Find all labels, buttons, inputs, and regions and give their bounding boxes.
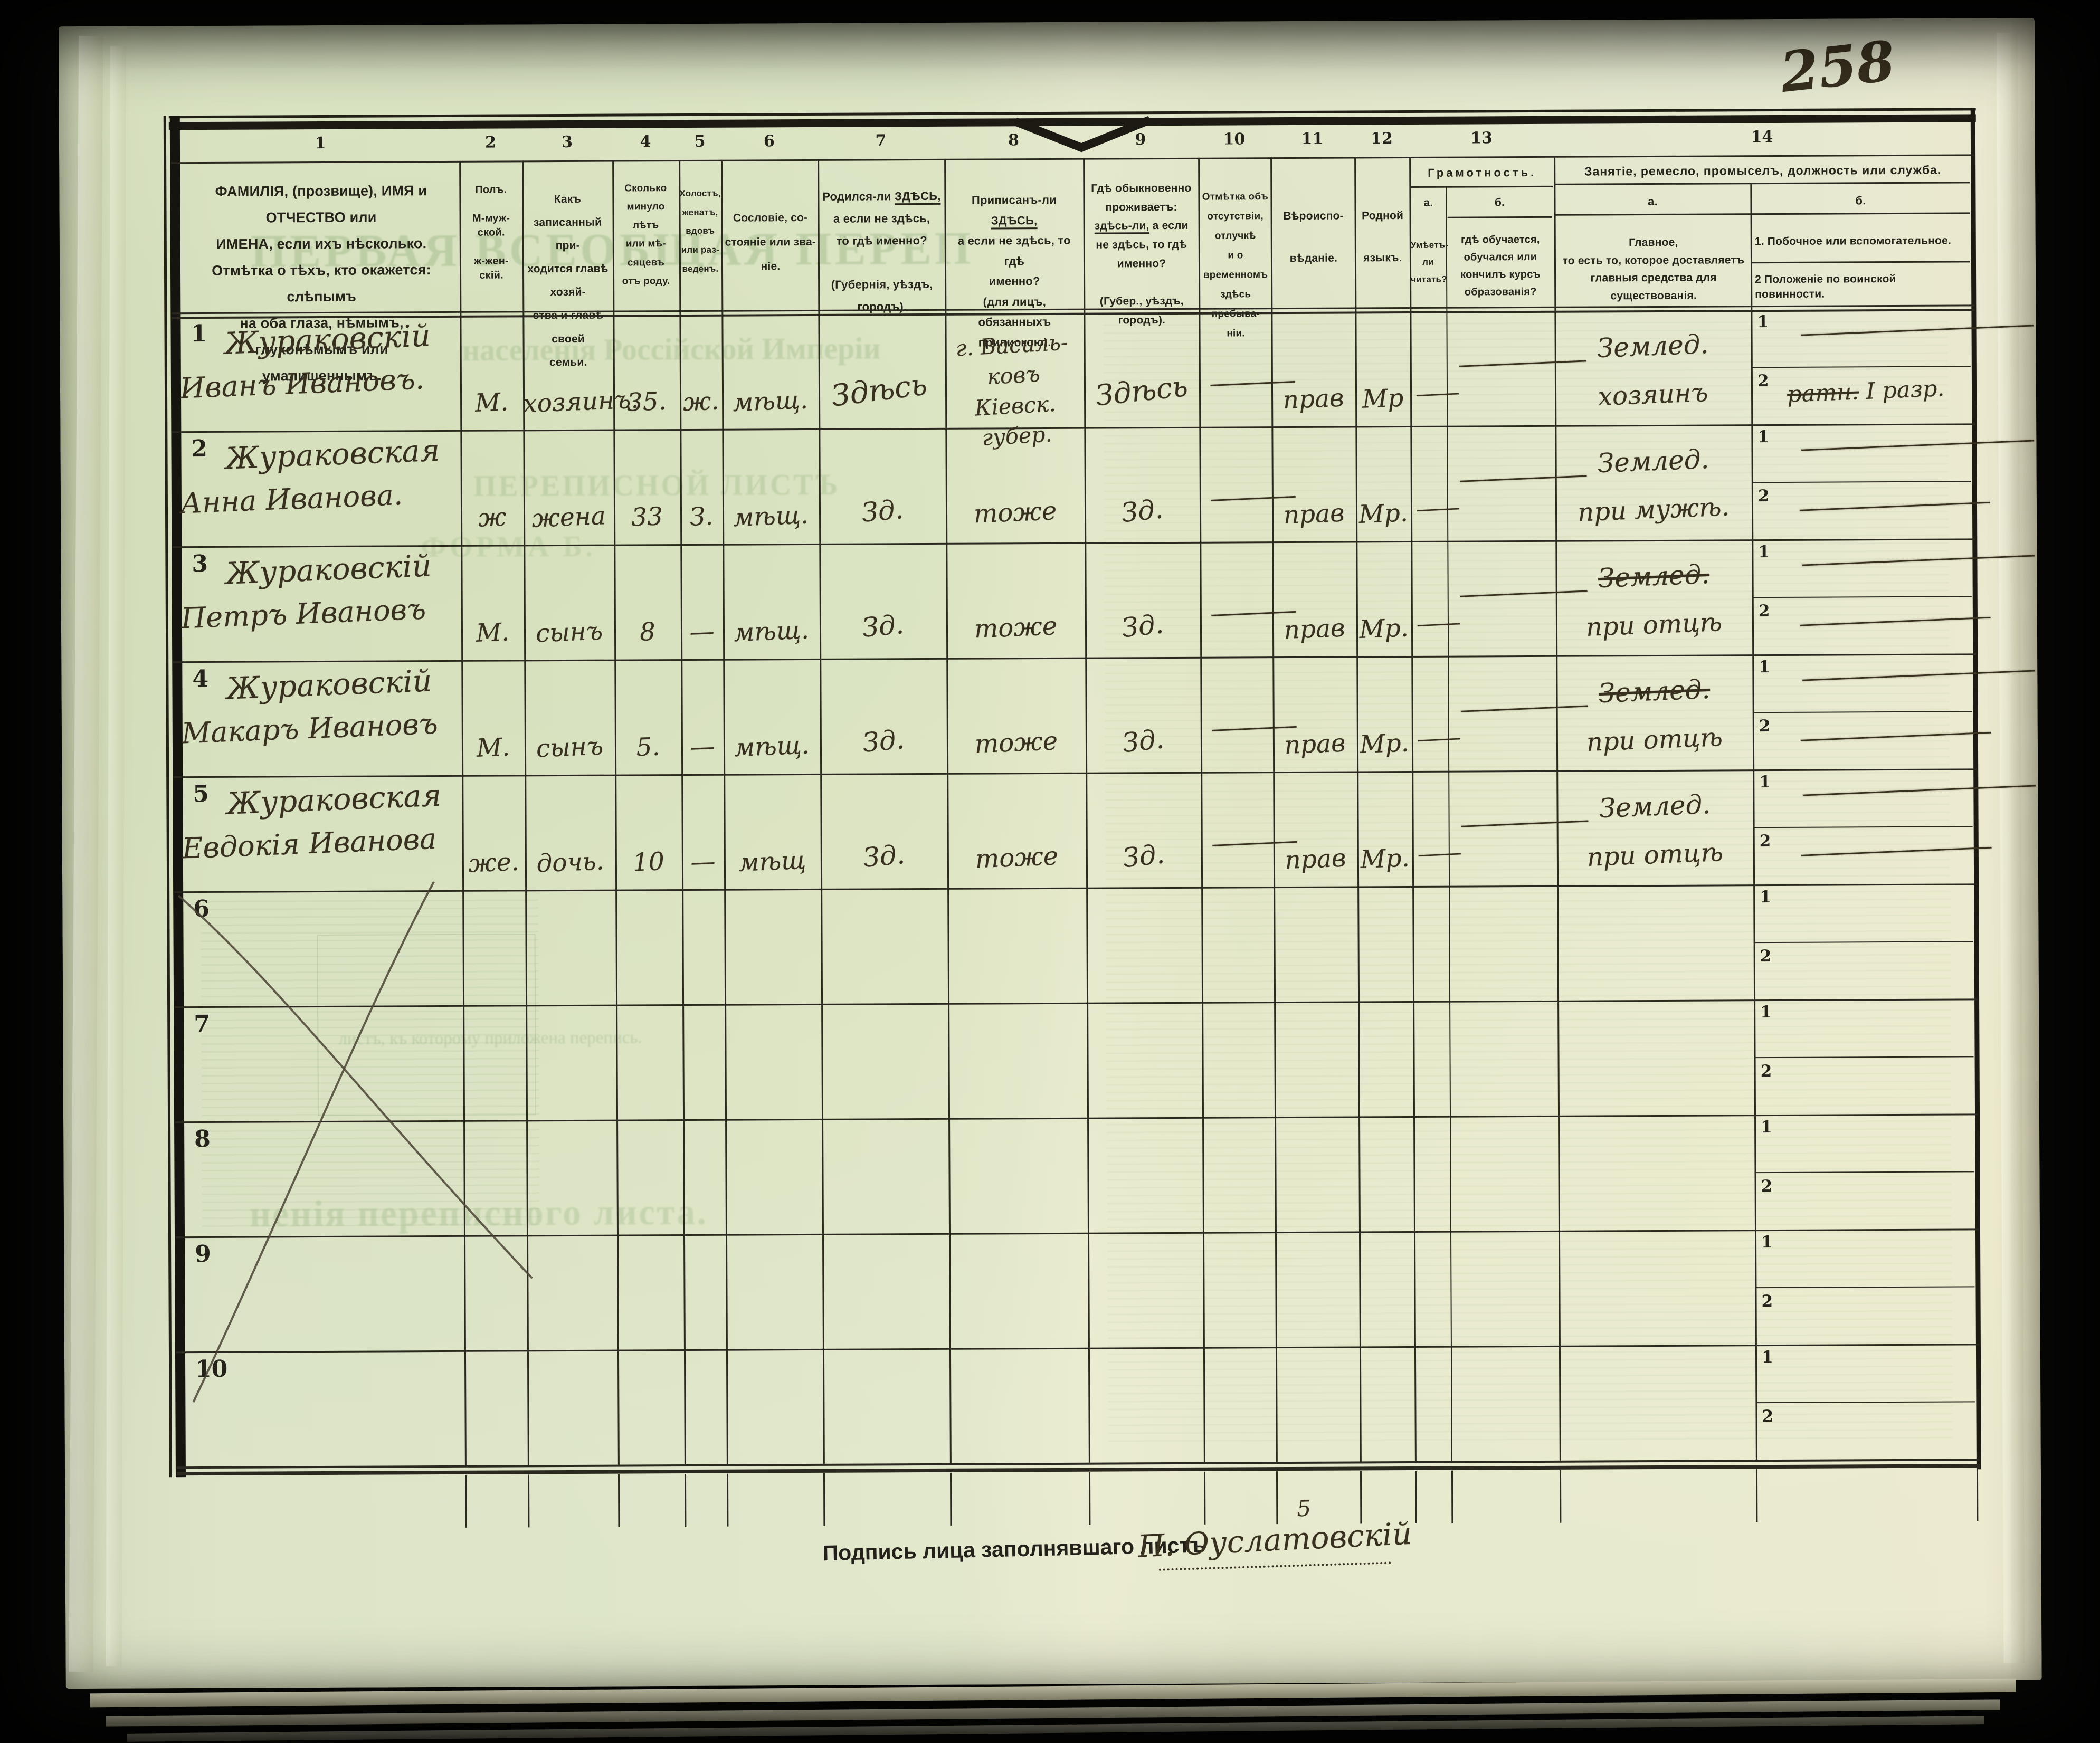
page-number: 258 bbox=[1777, 28, 1898, 105]
signature-mark: 5 bbox=[1296, 1495, 1312, 1522]
fold-notch bbox=[1015, 116, 1152, 153]
